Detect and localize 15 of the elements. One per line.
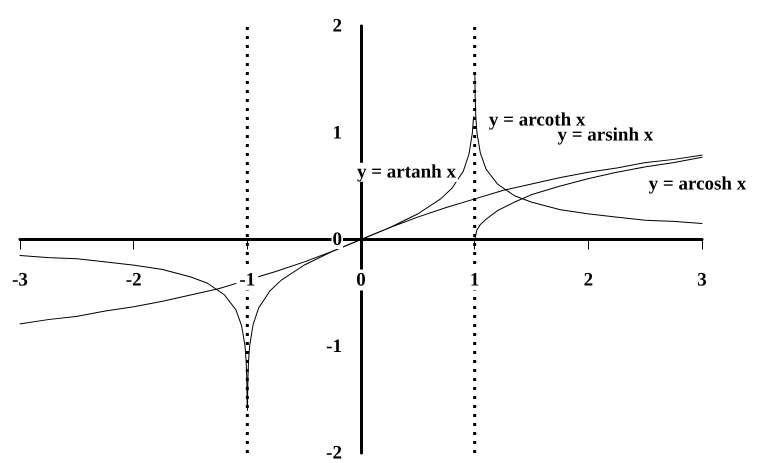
y-tick-label: 0 xyxy=(332,229,342,250)
series-label: y = arcoth x xyxy=(488,109,586,130)
series-label: y = artanh x xyxy=(356,162,456,183)
x-tick-label: 3 xyxy=(697,270,707,290)
y-tick-label: -1 xyxy=(326,336,342,357)
series-label: y = arcosh x xyxy=(648,173,747,194)
x-tick-label: -3 xyxy=(12,270,28,290)
x-tick-label: 2 xyxy=(584,270,594,290)
y-tick-label: 1 xyxy=(332,122,342,144)
x-tick-label: 1 xyxy=(470,270,480,290)
x-tick-label: -1 xyxy=(239,270,256,290)
y-tick-label: -2 xyxy=(326,442,342,463)
x-tick-label: 0 xyxy=(356,270,366,290)
x-tick-label: -2 xyxy=(126,270,142,290)
y-tick-label: 2 xyxy=(332,16,342,36)
